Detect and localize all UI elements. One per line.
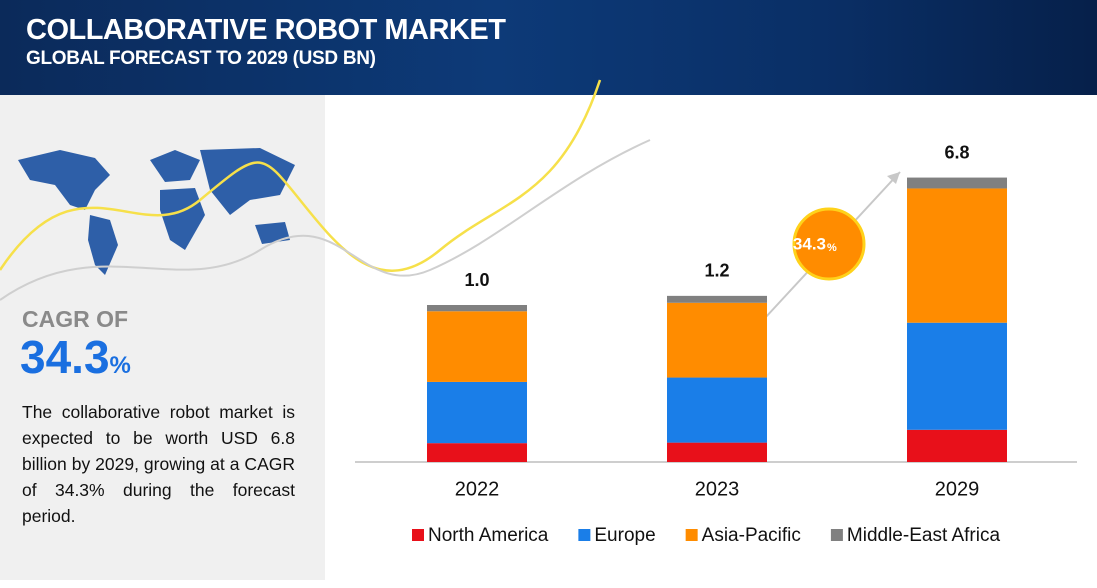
subtitle: GLOBAL FORECAST TO 2029 (USD BN): [26, 48, 376, 69]
cagr-badge: 34.3 %: [792, 207, 866, 281]
badge-unit: %: [827, 242, 837, 254]
legend-label: Europe: [594, 525, 655, 546]
bar-segment: [667, 302, 767, 378]
bar-segment: [907, 322, 1007, 430]
bar-segment: [907, 177, 1007, 189]
x-tick-label: 2022: [455, 478, 500, 500]
total-label: 6.8: [944, 142, 969, 162]
badge-value: 34.3: [793, 234, 826, 253]
title: COLLABORATIVE ROBOT MARKET: [26, 14, 506, 46]
description: The collaborative robot market is expect…: [22, 402, 295, 526]
bar-segment: [427, 443, 527, 462]
bar-segment: [667, 377, 767, 443]
total-label: 1.0: [464, 270, 489, 290]
bar-segment: [667, 295, 767, 303]
legend-swatch: [685, 529, 698, 541]
legend-label: Middle-East Africa: [847, 525, 1001, 546]
cagr-unit: %: [109, 352, 131, 379]
cagr-number: 34.3: [20, 331, 110, 383]
legend-label: North America: [428, 525, 549, 546]
header: COLLABORATIVE ROBOT MARKET GLOBAL FORECA…: [0, 0, 1097, 95]
growth-arrow-head: [887, 172, 900, 184]
total-label: 1.2: [704, 261, 729, 281]
bar-segment: [427, 305, 527, 312]
legend-swatch: [578, 529, 591, 541]
legend-swatch: [412, 529, 424, 541]
x-tick-label: 2029: [935, 478, 980, 500]
world-map: [18, 148, 295, 275]
bar-segment: [907, 188, 1007, 323]
bar-segment: [427, 311, 527, 382]
legend-swatch: [830, 529, 843, 541]
decor-curve: [0, 139, 651, 301]
badge-circle: [792, 207, 866, 281]
bar-segment: [667, 442, 767, 462]
bar-segment: [907, 429, 1007, 462]
cagr-label: CAGR OF: [22, 306, 129, 332]
cagr-value: 34.3%: [20, 330, 131, 384]
decor-curve: [0, 79, 602, 272]
x-tick-label: 2023: [695, 478, 740, 500]
legend-label: Asia-Pacific: [702, 525, 801, 546]
bar-segment: [427, 381, 527, 444]
